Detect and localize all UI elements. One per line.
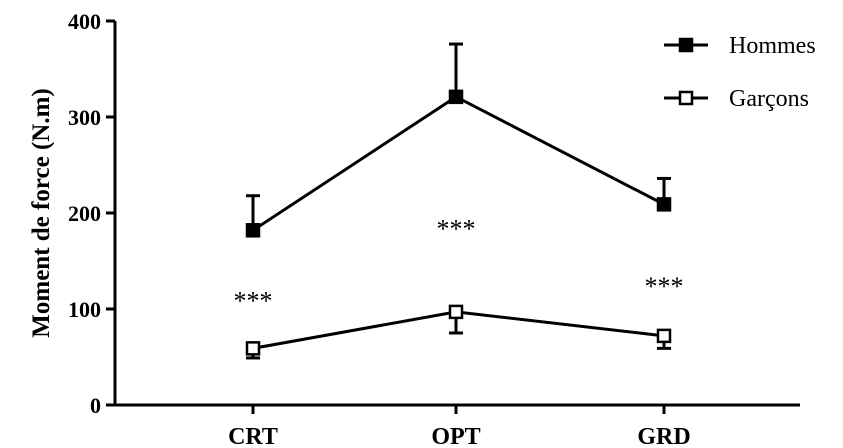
significance-annotation: ***	[234, 286, 273, 315]
filled-square-marker	[678, 37, 694, 53]
filled-square-marker	[448, 89, 464, 105]
significance-annotation: ***	[437, 214, 476, 243]
open-square-marker	[678, 90, 694, 106]
x-tick-label: OPT	[431, 424, 480, 448]
x-tick-label: CRT	[228, 424, 278, 448]
legend-label: Hommes	[729, 33, 816, 59]
filled-square-marker	[656, 197, 672, 212]
legend: Hommes Garçons	[664, 33, 816, 112]
axes: 0 100 200 300 400 CRT OPT GRD	[68, 9, 800, 448]
y-axis-label: Moment de force (N.m)	[28, 88, 55, 337]
significance-annotation: ***	[645, 272, 684, 301]
open-square-marker	[448, 304, 464, 320]
series-Hommes	[245, 42, 672, 238]
x-tick-label: GRD	[637, 424, 690, 448]
annotation-layer: *** *** ***	[234, 214, 684, 315]
y-tick-label: 300	[68, 105, 101, 130]
series-layer	[245, 42, 672, 360]
legend-label: Garçons	[729, 86, 809, 112]
series-Garçons	[245, 304, 672, 360]
open-square-marker	[245, 341, 261, 356]
open-square-marker	[656, 328, 672, 344]
y-tick-label: 100	[68, 297, 101, 322]
y-tick-label: 200	[68, 201, 101, 226]
y-tick-label: 0	[90, 393, 101, 418]
y-tick-label: 400	[68, 9, 101, 34]
series-line	[252, 95, 665, 232]
filled-square-marker	[245, 223, 261, 238]
